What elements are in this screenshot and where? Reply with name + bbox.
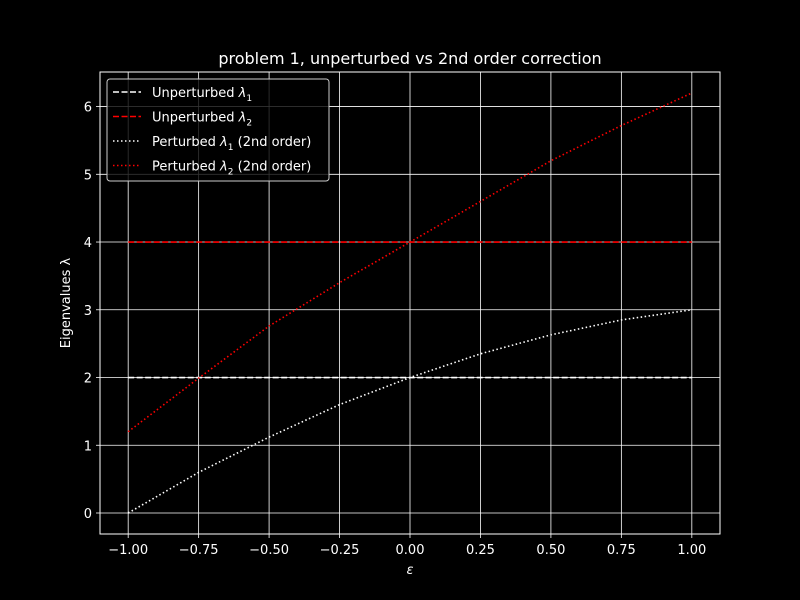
y-tick-label: 3: [84, 304, 92, 319]
series-line-4: [127, 92, 693, 433]
y-axis-label: Eigenvalues λ: [59, 257, 74, 348]
series-line-3: [127, 308, 692, 514]
x-tick-label: −0.25: [320, 543, 360, 558]
y-tick-label: 0: [84, 507, 92, 522]
legend-label: Perturbed λ1 (2nd order): [152, 135, 311, 153]
x-axis-ticks: −1.00 −0.75 −0.50 −0.25 0.00 0.25 0.50 0.75 1.00: [108, 534, 706, 558]
x-tick-label: 0.75: [607, 543, 636, 558]
x-tick-label: 0.00: [396, 543, 425, 558]
legend-label: Perturbed λ2 (2nd order): [152, 160, 311, 178]
legend-label: Unperturbed λ1: [152, 86, 252, 104]
legend: Unperturbed λ1 Unperturbed λ2 Perturbed λ1…: [106, 78, 330, 182]
x-tick-label: 0.25: [466, 543, 495, 558]
legend-box: [106, 78, 330, 182]
y-tick-label: 5: [84, 168, 92, 183]
y-tick-label: 4: [84, 236, 92, 251]
x-tick-label: 0.50: [536, 543, 565, 558]
chart-title: problem 1, unperturbed vs 2nd order corr…: [218, 49, 601, 68]
x-tick-label: −1.00: [108, 543, 148, 558]
y-tick-label: 6: [84, 101, 92, 116]
x-tick-label: 1.00: [677, 543, 706, 558]
x-axis-label: ε: [406, 563, 413, 578]
legend-label: Unperturbed λ2: [152, 111, 252, 129]
x-tick-label: −0.50: [249, 543, 289, 558]
x-tick-label: −0.75: [179, 543, 219, 558]
y-tick-label: 2: [84, 372, 92, 387]
series-layer: [127, 92, 693, 514]
y-axis-ticks: 0 1 2 3 4 5 6: [84, 101, 100, 522]
y-tick-label: 1: [84, 439, 92, 454]
